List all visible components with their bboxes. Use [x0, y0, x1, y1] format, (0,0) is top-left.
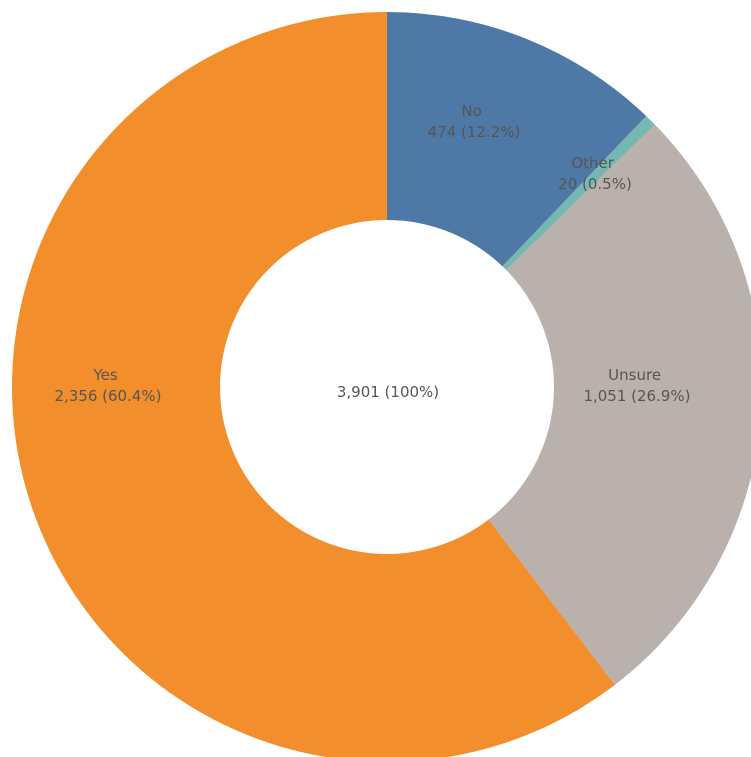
- slice-name-no: No: [461, 102, 481, 120]
- slice-value-yes: 2,356 (60.4%): [54, 387, 161, 405]
- slice-label-no: No 474 (12.2%): [428, 102, 521, 141]
- slice-name-other: Other: [571, 154, 614, 172]
- donut-hole: [220, 220, 554, 554]
- slice-label-unsure: Unsure 1,051 (26.9%): [583, 366, 690, 405]
- center-total-label: 3,901 (100%): [337, 383, 439, 401]
- slice-value-other: 20 (0.5%): [558, 175, 632, 193]
- slice-label-other: Other 20 (0.5%): [558, 154, 632, 193]
- slice-unsure: [387, 124, 751, 685]
- slice-name-unsure: Unsure: [608, 366, 661, 384]
- slice-value-unsure: 1,051 (26.9%): [583, 387, 690, 405]
- slice-value-no: 474 (12.2%): [428, 123, 521, 141]
- slice-name-yes: Yes: [93, 366, 118, 384]
- slice-label-yes: Yes 2,356 (60.4%): [54, 366, 161, 405]
